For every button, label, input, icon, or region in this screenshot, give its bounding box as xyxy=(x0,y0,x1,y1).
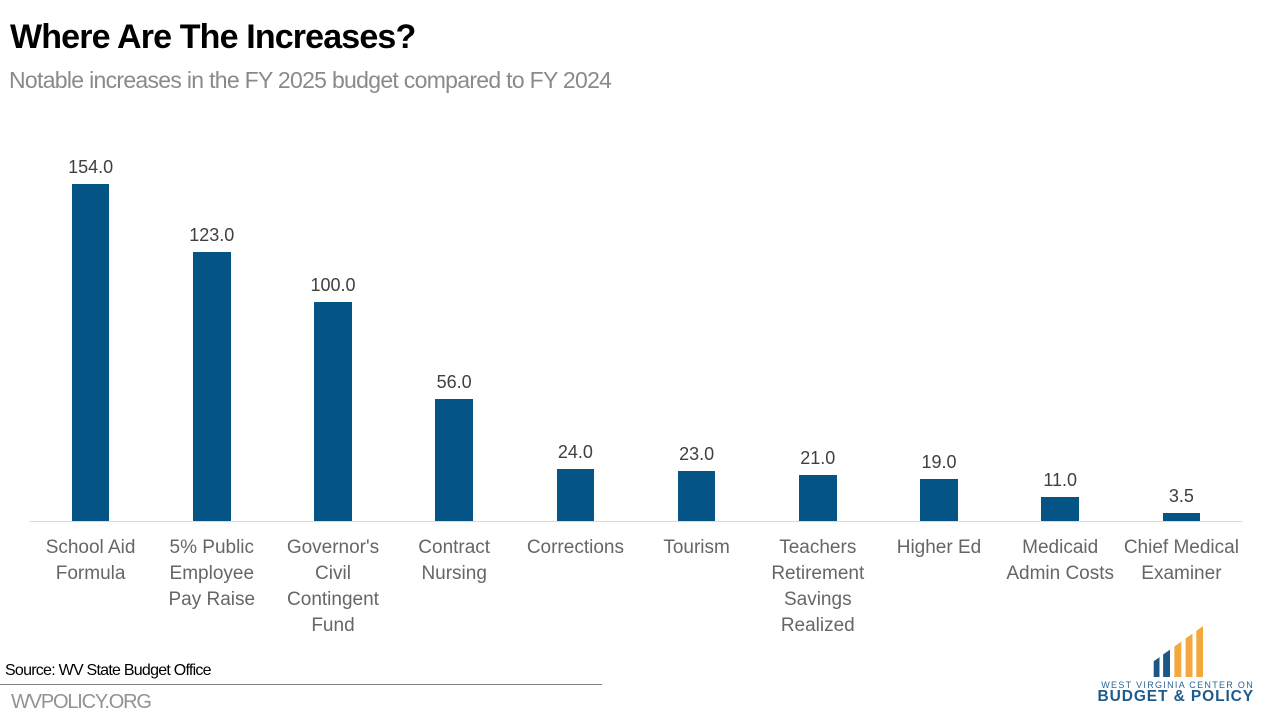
category-label: 5% Public Employee Pay Raise xyxy=(168,537,256,610)
bar xyxy=(677,470,716,521)
bar xyxy=(920,479,958,521)
bar-slot: 23.0 xyxy=(636,140,757,521)
category-label: School Aid Formula xyxy=(45,537,136,584)
category-axis-labels: School Aid Formula 5% Public Employee Pay… xyxy=(30,535,1242,645)
bar-slot: 3.5 xyxy=(1121,140,1242,521)
bar-slot: 154.0 xyxy=(30,140,151,521)
bar xyxy=(556,468,595,521)
category-label: Corrections xyxy=(526,537,624,558)
bar-value-label: 3.5 xyxy=(1168,486,1194,507)
bar xyxy=(1162,513,1201,521)
category-label: Higher Ed xyxy=(896,537,982,558)
page-title: Where Are The Increases? xyxy=(10,18,416,56)
bar xyxy=(435,398,473,521)
bar xyxy=(799,475,837,521)
bar-slot: 56.0 xyxy=(394,140,515,521)
category-label: Chief Medical Examiner xyxy=(1123,537,1239,584)
bar-value-label: 23.0 xyxy=(679,443,715,464)
source-note: Source: WV State Budget Office xyxy=(5,662,212,679)
bar-value-label: 11.0 xyxy=(1043,469,1078,490)
footer-divider xyxy=(0,684,602,685)
bar xyxy=(314,302,352,521)
bar xyxy=(71,184,110,521)
bar xyxy=(1041,496,1079,521)
bar-value-label: 100.0 xyxy=(310,275,356,296)
bar xyxy=(193,252,231,521)
bar-value-label: 24.0 xyxy=(557,441,593,462)
org-logo: WEST VIRGINIA CENTER ON BUDGET & POLICY xyxy=(1097,620,1256,712)
bar-slot: 100.0 xyxy=(272,140,393,521)
category-label: Tourism xyxy=(663,537,730,558)
bar-slot: 123.0 xyxy=(151,140,272,521)
category-label: Teachers Retirement Savings Realized xyxy=(771,537,865,636)
category-label: Governor's Civil Contingent Fund xyxy=(286,537,380,636)
bar-slot: 24.0 xyxy=(515,140,636,521)
bar-slot: 19.0 xyxy=(878,140,999,521)
logo-bars-icon xyxy=(1153,626,1203,677)
website-label: WVPOLICY.ORG xyxy=(11,691,152,713)
logo-org-name-bottom: BUDGET & POLICY xyxy=(1097,688,1254,705)
bar-value-label: 21.0 xyxy=(800,448,836,469)
bar-chart: 154.0 123.0 100.0 56.0 24.0 23.0 21.0 19.0 11.0 3… xyxy=(30,140,1242,522)
bar-slot: 21.0 xyxy=(757,140,878,521)
bar-value-label: 123.0 xyxy=(189,225,235,245)
bar-value-label: 154.0 xyxy=(68,157,114,178)
page-subtitle: Notable increases in the FY 2025 budget … xyxy=(9,67,612,93)
logo-org-name-top: WEST VIRGINIA CENTER ON xyxy=(1101,680,1254,690)
category-label: Contract Nursing xyxy=(418,537,491,584)
bar-slot: 11.0 xyxy=(1000,140,1121,521)
category-label: Medicaid Admin Costs xyxy=(1006,537,1115,584)
bar-value-label: 19.0 xyxy=(921,452,957,473)
bar-value-label: 56.0 xyxy=(436,371,472,392)
